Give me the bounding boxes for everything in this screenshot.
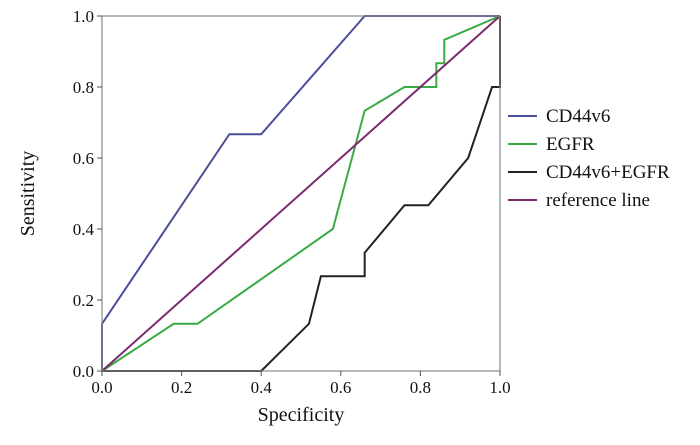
y-tick-label: 0.2 (73, 291, 94, 310)
series-line-egfr (101, 15, 501, 372)
y-tick-label: 0.0 (73, 362, 94, 381)
series-line-reference-line (101, 15, 501, 372)
x-tick-label: 0.8 (410, 378, 431, 397)
y-tick-label: 0.4 (73, 220, 95, 239)
x-tick-label: 0.0 (91, 378, 112, 397)
y-axis-label: Sensitivity (17, 151, 39, 237)
x-tick-label: 1.0 (489, 378, 510, 397)
legend-label: reference line (546, 190, 650, 211)
legend-label: CD44v6 (546, 106, 610, 127)
x-tick-label: 0.6 (330, 378, 351, 397)
y-tick-label: 0.6 (73, 149, 94, 168)
plot-frame (101, 15, 501, 372)
x-tick-label: 0.4 (251, 378, 273, 397)
series-layer (101, 15, 501, 372)
y-tick-label: 0.8 (73, 78, 94, 97)
x-tick-label: 0.2 (171, 378, 192, 397)
legend: CD44v6 EGFR CD44v6+EGFR reference line (508, 106, 670, 211)
legend-label: EGFR (546, 134, 595, 155)
x-axis-label: Specificity (258, 404, 345, 426)
y-tick-label: 1.0 (73, 7, 94, 26)
legend-label: CD44v6+EGFR (546, 162, 670, 183)
series-line-cd44v6-egfr (102, 16, 501, 372)
ticks-layer: 0.0 0.2 0.4 0.6 0.8 1.0 0.0 0.2 0.4 0.6 0.8 1.0 (73, 7, 511, 397)
